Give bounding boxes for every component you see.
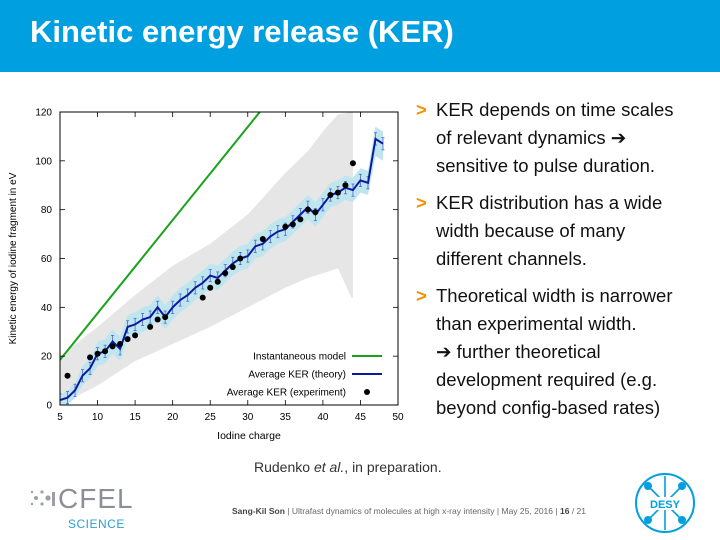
citation: Rudenko et al., in preparation. bbox=[254, 459, 442, 475]
desy-logo: DESY bbox=[635, 473, 695, 533]
footer-date: May 25, 2016 bbox=[501, 506, 554, 516]
bullet-list: > KER depends on time scales of relevant… bbox=[412, 96, 712, 431]
experiment-point bbox=[147, 323, 154, 330]
experiment-point bbox=[259, 235, 266, 242]
legend-label: Instantaneous model bbox=[253, 352, 346, 363]
footer-page-total: / 21 bbox=[571, 506, 587, 516]
bullet-item: > KER depends on time scales of relevant… bbox=[412, 96, 712, 180]
bullet-item: > KER distribution has a wide width beca… bbox=[412, 189, 712, 273]
experiment-point bbox=[109, 343, 116, 350]
desy-logo-word: DESY bbox=[650, 499, 681, 511]
bullet-line: ➔ further theoretical bbox=[436, 341, 601, 362]
x-tick-label: 15 bbox=[130, 412, 142, 423]
footer-page-number: 16 bbox=[559, 506, 570, 516]
theory-width-band bbox=[60, 126, 383, 405]
x-tick-label: 40 bbox=[317, 412, 329, 423]
y-tick-label: 120 bbox=[35, 108, 52, 119]
legend-label: Average KER (experiment) bbox=[227, 388, 346, 399]
experiment-point bbox=[117, 340, 124, 347]
y-tick-label: 0 bbox=[46, 401, 52, 412]
bullet-line: different channels. bbox=[436, 248, 587, 269]
experiment-point bbox=[162, 314, 169, 321]
experiment-point bbox=[349, 160, 356, 167]
footer-talk-title: Ultrafast dynamics of molecules at high … bbox=[291, 506, 495, 516]
y-axis-label: Kinetic energy of iodine fragment in eV bbox=[8, 172, 19, 344]
footer-separator: | bbox=[287, 506, 290, 516]
experiment-point bbox=[304, 206, 311, 213]
bullet-line: sensitive to pulse duration. bbox=[436, 155, 656, 176]
bullet-marker: > bbox=[416, 285, 427, 306]
experiment-point bbox=[237, 255, 244, 262]
x-tick-label: 25 bbox=[205, 412, 217, 423]
footer: Sang-Kil Son | Ultrafast dynamics of mol… bbox=[232, 506, 586, 516]
citation-rest: , in preparation. bbox=[344, 459, 442, 475]
experiment-point bbox=[327, 192, 334, 199]
bullet-line: width because of many bbox=[436, 220, 626, 241]
title-bar: Kinetic energy release (KER) bbox=[0, 0, 720, 72]
bullet-item: > Theoretical width is narrower than exp… bbox=[412, 282, 712, 422]
x-tick-label: 5 bbox=[57, 412, 63, 423]
experiment-point bbox=[154, 316, 161, 323]
citation-etal: et al. bbox=[313, 459, 345, 475]
experiment-point bbox=[297, 216, 304, 223]
citation-author: Rudenko bbox=[254, 459, 311, 475]
y-tick-label: 100 bbox=[35, 156, 52, 167]
experiment-point bbox=[312, 209, 319, 216]
footer-separator: | bbox=[555, 506, 558, 516]
x-axis-label: Iodine charge bbox=[217, 430, 281, 442]
x-tick-label: 35 bbox=[280, 412, 292, 423]
y-tick-label: 40 bbox=[41, 303, 53, 314]
instantaneous-model-line bbox=[60, 112, 261, 361]
bullet-marker: > bbox=[416, 192, 427, 213]
x-tick-label: 20 bbox=[167, 412, 179, 423]
bullet-line: KER depends on time scales bbox=[436, 99, 674, 120]
experiment-point bbox=[94, 350, 101, 357]
experiment-point bbox=[199, 294, 206, 301]
experiment-point bbox=[214, 278, 221, 285]
experiment-point bbox=[289, 221, 296, 228]
bullet-line: beyond config-based rates) bbox=[436, 397, 661, 418]
footer-separator: | bbox=[496, 506, 500, 516]
experiment-point bbox=[64, 372, 71, 379]
experiment-point bbox=[102, 348, 109, 355]
y-tick-label: 20 bbox=[41, 352, 53, 363]
experiment-point bbox=[87, 354, 94, 361]
experiment-point bbox=[207, 284, 214, 291]
bullet-marker: > bbox=[416, 99, 427, 120]
footer-presenter: Sang-Kil Son bbox=[232, 506, 285, 516]
bullet-line: Theoretical width is narrower bbox=[436, 285, 673, 306]
experiment-point bbox=[132, 332, 139, 339]
legend-swatch-experiment bbox=[364, 389, 370, 395]
experiment-point bbox=[124, 336, 131, 343]
experiment-point bbox=[282, 223, 289, 230]
bullet-line: KER distribution has a wide bbox=[436, 192, 663, 213]
cfel-logo: CFEL SCIENCE bbox=[30, 483, 134, 531]
cfel-logo-word: CFEL bbox=[58, 483, 134, 514]
experiment-point bbox=[342, 182, 349, 189]
experiment-point bbox=[334, 189, 341, 196]
bullet-line: development required (e.g. bbox=[436, 369, 658, 390]
bullet-line: of relevant dynamics ➔ bbox=[436, 127, 627, 148]
ker-chart: 5 10 15 20 25 30 35 40 45 50 0 20 40 60 80 100 120 Iodine… bbox=[8, 108, 404, 443]
legend-label: Average KER (theory) bbox=[248, 370, 346, 381]
y-tick-label: 80 bbox=[41, 205, 53, 216]
x-tick-label: 10 bbox=[92, 412, 104, 423]
experiment-point bbox=[229, 264, 236, 271]
plot-area bbox=[60, 112, 385, 405]
y-tick-label: 60 bbox=[41, 254, 53, 265]
chart-legend: Instantaneous model Average KER (theory) A… bbox=[227, 352, 382, 399]
bullet-line: than experimental width. bbox=[436, 313, 637, 334]
slide-title: Kinetic energy release (KER) bbox=[30, 14, 454, 49]
x-tick-label: 45 bbox=[355, 412, 367, 423]
x-tick-label: 30 bbox=[242, 412, 254, 423]
x-tick-label: 50 bbox=[392, 412, 404, 423]
cfel-logo-sub: SCIENCE bbox=[68, 517, 125, 531]
experiment-point bbox=[222, 270, 229, 277]
